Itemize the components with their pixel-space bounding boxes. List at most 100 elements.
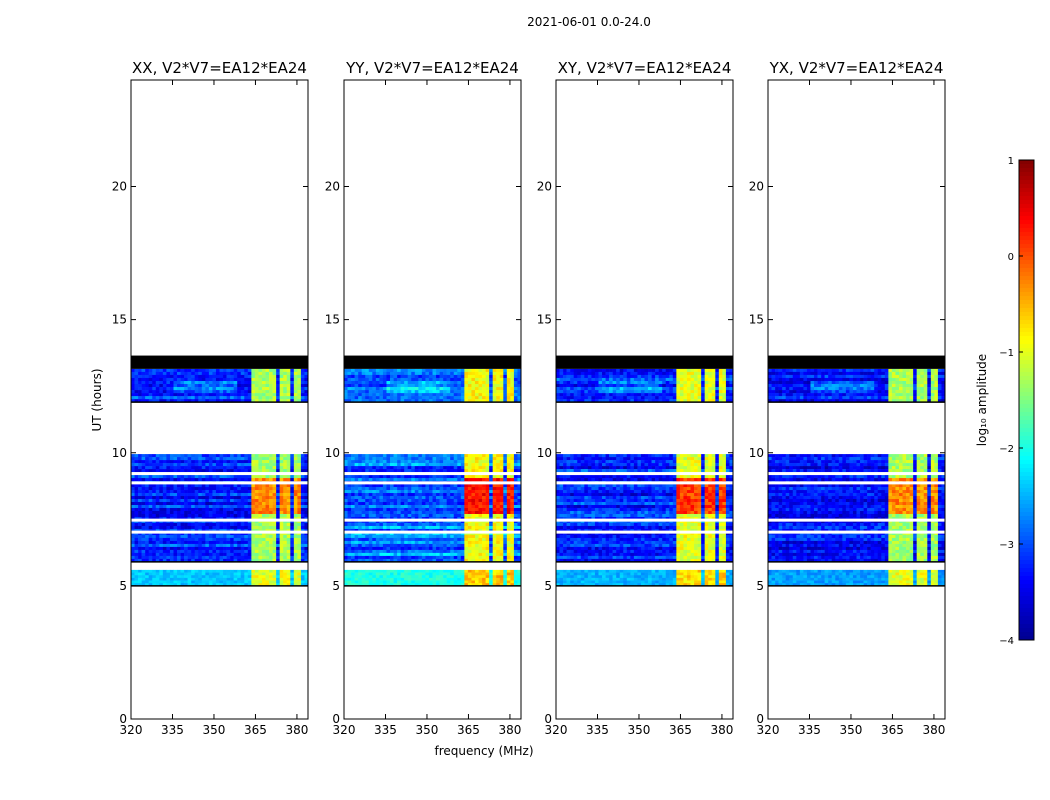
heatmap-cell	[279, 396, 284, 400]
heatmap-cell	[365, 374, 370, 379]
heatmap-cell	[283, 368, 288, 373]
heatmap-cell	[265, 380, 270, 385]
heatmap-cell	[159, 490, 164, 494]
heatmap-cell	[159, 580, 164, 584]
heatmap-cell	[237, 575, 242, 579]
heatmap-cell	[247, 552, 252, 557]
heatmap-cell	[517, 516, 522, 521]
heatmap-cell	[297, 393, 302, 397]
heatmap-cell	[428, 508, 433, 512]
heatmap-cell	[432, 546, 437, 551]
heatmap-cell	[198, 377, 203, 382]
heatmap-cell	[131, 510, 135, 515]
heatmap-cell	[397, 490, 401, 494]
heatmap-cell	[191, 466, 196, 470]
heatmap-cell	[131, 374, 135, 379]
heatmap-cell	[265, 463, 270, 467]
heatmap-cell	[432, 555, 437, 560]
heatmap-cell	[254, 499, 259, 503]
heatmap-cell	[155, 522, 160, 527]
heatmap-cell	[201, 549, 206, 554]
heatmap-cell	[166, 454, 171, 458]
heatmap-cell	[407, 528, 412, 533]
heatmap-cell	[382, 543, 387, 548]
heatmap-cell	[453, 510, 458, 515]
heatmap-cell	[421, 374, 426, 379]
heatmap-cell	[276, 580, 280, 584]
heatmap-cell	[450, 513, 455, 518]
heatmap-cell	[237, 572, 242, 576]
heatmap-cell	[138, 575, 142, 579]
heatmap-cell	[368, 569, 373, 573]
heatmap-cell	[134, 384, 139, 388]
heatmap-cell	[290, 393, 295, 397]
heatmap-cell	[404, 499, 409, 503]
heatmap-cell	[344, 583, 348, 587]
heatmap-cell	[351, 496, 355, 500]
heatmap-cell	[375, 540, 380, 545]
heatmap-cell	[432, 487, 437, 491]
heatmap-cell	[279, 525, 284, 530]
heatmap-cell	[208, 469, 213, 473]
heatmap-cell	[457, 513, 462, 518]
heatmap-cell	[212, 552, 217, 557]
heatmap-cell	[499, 371, 504, 376]
heatmap-cell	[293, 513, 298, 518]
heatmap-cell	[201, 537, 206, 542]
heatmap-cell	[251, 384, 256, 388]
heatmap-cell	[300, 522, 305, 527]
heatmap-cell	[418, 516, 423, 521]
heatmap-cell	[503, 543, 508, 548]
heatmap-cell	[166, 572, 171, 576]
heatmap-cell	[233, 537, 238, 542]
heatmap-cell	[517, 537, 522, 542]
heatmap-cell	[397, 508, 401, 512]
heatmap-cell	[233, 460, 238, 464]
heatmap-cell	[471, 540, 476, 545]
heatmap-cell	[247, 387, 252, 391]
heatmap-cell	[411, 496, 416, 500]
heatmap-cell	[386, 457, 391, 461]
heatmap-cell	[297, 549, 302, 554]
heatmap-cell	[240, 558, 245, 563]
heatmap-cell	[344, 496, 348, 500]
heatmap-cell	[460, 555, 465, 560]
heatmap-cell	[450, 528, 455, 533]
heatmap-cell	[379, 478, 384, 482]
heatmap-cell	[375, 572, 380, 576]
heatmap-cell	[450, 540, 455, 545]
heatmap-cell	[368, 493, 373, 497]
heatmap-cell	[439, 460, 444, 464]
heatmap-cell	[372, 583, 377, 587]
heatmap-cell	[457, 484, 462, 488]
heatmap-cell	[215, 463, 220, 467]
heatmap-cell	[464, 513, 469, 518]
heatmap-cell	[258, 393, 263, 397]
heatmap-cell	[131, 377, 135, 382]
heatmap-cell	[375, 505, 380, 509]
heatmap-cell	[503, 454, 508, 458]
heatmap-cell	[496, 368, 501, 373]
heatmap-cell	[283, 484, 288, 488]
heatmap-cell	[279, 552, 284, 557]
heatmap-cell	[432, 469, 437, 473]
heatmap-cell	[428, 549, 433, 554]
heatmap-cell	[358, 374, 362, 379]
heatmap-cell	[230, 577, 234, 581]
heatmap-cell	[269, 487, 273, 491]
heatmap-cell	[169, 384, 174, 388]
heatmap-cell	[471, 499, 476, 503]
heatmap-cell	[407, 522, 412, 527]
heatmap-cell	[400, 525, 405, 530]
heatmap-cell	[237, 528, 242, 533]
heatmap-cell	[134, 558, 139, 563]
heatmap-cell	[425, 525, 430, 530]
heatmap-cell	[450, 552, 455, 557]
heatmap-cell	[283, 522, 288, 527]
heatmap-cell	[474, 558, 479, 563]
heatmap-cell	[169, 549, 174, 554]
heatmap-cell	[293, 387, 298, 391]
heatmap-cell	[131, 396, 135, 400]
heatmap-cell	[201, 577, 206, 581]
